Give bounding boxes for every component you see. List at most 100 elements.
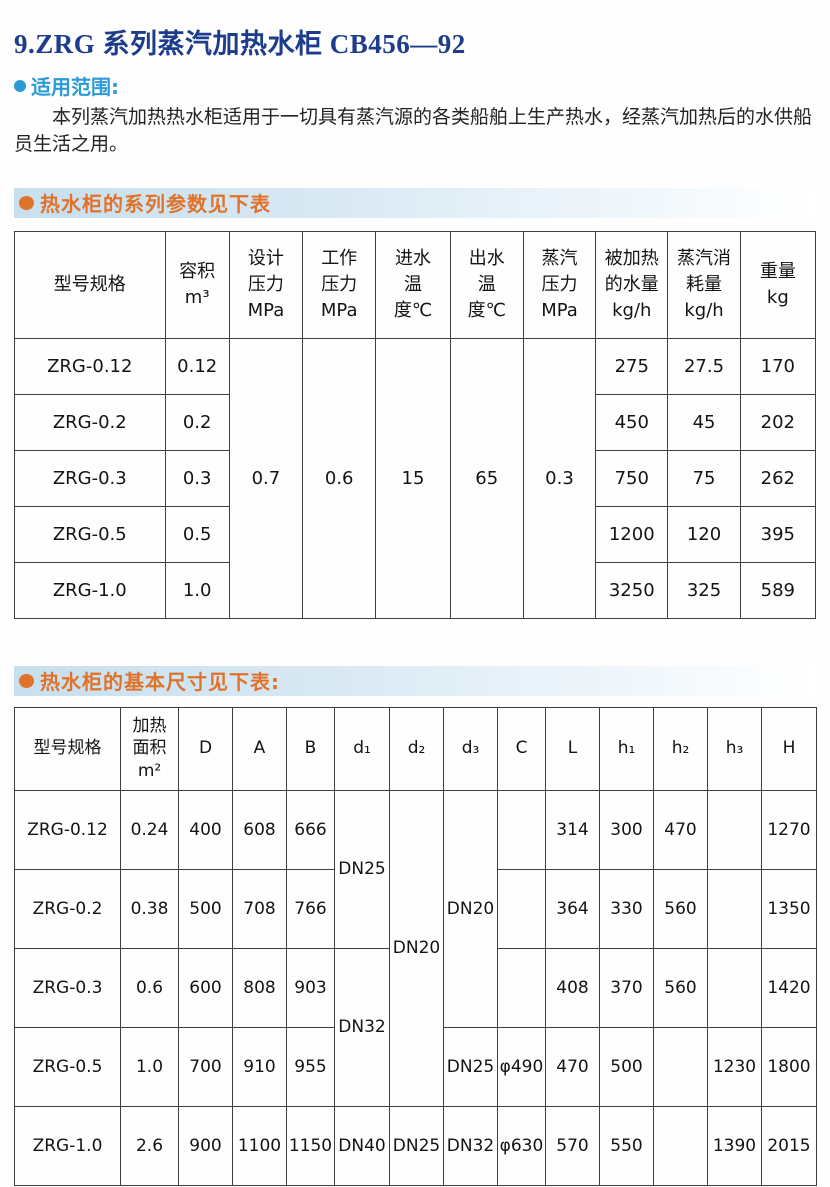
table-cell: 470 — [545, 1026, 600, 1107]
table-cell: 560 — [653, 947, 708, 1028]
table-cell: 275 — [595, 337, 669, 395]
table-cell: DN40 — [334, 1105, 390, 1186]
table-cell: 1150 — [286, 1105, 335, 1186]
column-header: C — [497, 706, 546, 791]
table-cell: 75 — [667, 449, 741, 507]
table-cell: 450 — [595, 393, 669, 451]
table-cell: DN20 — [443, 789, 498, 1028]
table-cell: 708 — [232, 868, 287, 949]
table-cell: 325 — [667, 561, 741, 619]
table-cell: 600 — [178, 947, 233, 1028]
table-cell: 45 — [667, 393, 741, 451]
table-cell: 750 — [595, 449, 669, 507]
table-cell: 1100 — [232, 1105, 287, 1186]
scope-heading: 适用范围: — [14, 71, 816, 100]
table-cell — [497, 868, 546, 949]
table-cell: ZRG-1.0 — [14, 1105, 121, 1186]
column-header: 进水 温 度℃ — [375, 230, 451, 339]
table-cell — [707, 868, 762, 949]
section-bar-dimensions: 热水柜的基本尺寸见下表: — [14, 665, 816, 696]
table-cell — [497, 947, 546, 1028]
table-cell: 589 — [739, 561, 817, 619]
page-title: 9.ZRG 系列蒸汽加热水柜 CB456—92 — [14, 29, 466, 59]
table-cell: DN32 — [334, 947, 390, 1107]
table-cell: 955 — [286, 1026, 335, 1107]
table-cell — [707, 789, 762, 870]
section-bar-parameters: 热水柜的系列参数见下表 — [14, 187, 816, 218]
column-header: 型号规格 — [14, 706, 121, 791]
table-cell: DN25 — [443, 1026, 498, 1107]
table-cell: 170 — [739, 337, 817, 395]
column-header: 被加热 的水量 kg/h — [595, 230, 669, 339]
table-cell: 65 — [449, 337, 524, 619]
table-cell: 2.6 — [120, 1105, 179, 1186]
table-cell: DN20 — [389, 789, 444, 1107]
table-cell: 120 — [667, 505, 741, 563]
table-cell: 1350 — [761, 868, 817, 949]
table-cell: 202 — [739, 393, 817, 451]
orange-bullet-icon — [19, 195, 34, 210]
table-cell: 1800 — [761, 1026, 817, 1107]
table-cell: 262 — [739, 449, 817, 507]
table-cell: 1.0 — [164, 561, 230, 619]
table-cell: DN25 — [389, 1105, 444, 1186]
table-cell: φ630 — [497, 1105, 546, 1186]
table-cell: 0.3 — [164, 449, 230, 507]
column-header: d₂ — [389, 706, 444, 791]
table-cell: 1200 — [595, 505, 669, 563]
table-cell: ZRG-0.2 — [14, 393, 166, 451]
table-cell: 0.5 — [164, 505, 230, 563]
parameters-table: 型号规格 容积 m³ 设计 压力 MPa 工作 压力 MPa 进水 温 度℃ 出水 温 度… — [14, 230, 817, 619]
table-cell: 330 — [599, 868, 654, 949]
table-cell: 608 — [232, 789, 287, 870]
column-header: 容积 m³ — [164, 230, 230, 339]
column-header: h₂ — [653, 706, 708, 791]
column-header: 蒸汽 压力 MPa — [522, 230, 597, 339]
table-cell: ZRG-0.3 — [14, 947, 121, 1028]
column-header: h₁ — [599, 706, 654, 791]
table-cell: ZRG-0.3 — [14, 449, 166, 507]
table-row: ZRG-1.0 2.6 900 1100 1150 DN40 DN25 DN32 φ630 570… — [14, 1105, 817, 1186]
table-row: ZRG-0.5 1.0 700 910 955 DN25 φ490 470 500 1230 180… — [14, 1026, 817, 1107]
column-header: h₃ — [707, 706, 762, 791]
table-cell: 0.12 — [164, 337, 230, 395]
table-cell: 570 — [545, 1105, 600, 1186]
table-cell: 910 — [232, 1026, 287, 1107]
table-cell: DN25 — [334, 789, 390, 949]
table-cell: 0.6 — [302, 337, 377, 619]
column-header: H — [761, 706, 817, 791]
table-cell: 2015 — [761, 1105, 817, 1186]
table-cell: ZRG-0.5 — [14, 1026, 121, 1107]
orange-bullet-icon — [19, 673, 34, 688]
column-header: B — [286, 706, 335, 791]
column-header: D — [178, 706, 233, 791]
column-header: 型号规格 — [14, 230, 166, 339]
table-cell: 300 — [599, 789, 654, 870]
blue-bullet-icon — [14, 79, 26, 92]
table-row: ZRG-0.12 0.24 400 608 666 DN25 DN20 DN20 314 300 4… — [14, 789, 817, 1107]
table-cell: 0.7 — [228, 337, 304, 619]
table-cell: 0.6 — [120, 947, 179, 1028]
table-cell: 766 — [286, 868, 335, 949]
table-cell: 808 — [232, 947, 287, 1028]
table-row: ZRG-0.2 0.2 450 45 202 — [14, 393, 817, 451]
table-row: ZRG-0.12 0.12 0.7 0.6 15 65 0.3 275 27.5 170 — [14, 337, 817, 619]
column-header: d₃ — [443, 706, 498, 791]
table-cell: 0.24 — [120, 789, 179, 870]
header-row: 型号规格 容积 m³ 设计 压力 MPa 工作 压力 MPa 进水 温 度℃ 出水 温 度… — [14, 230, 817, 339]
table-cell — [653, 1105, 708, 1186]
section-heading-parameters: 热水柜的系列参数见下表 — [40, 192, 271, 217]
column-header: 重量 kg — [739, 230, 817, 339]
table-cell: ZRG-1.0 — [14, 561, 166, 619]
table-cell — [497, 789, 546, 870]
table-cell: 1230 — [707, 1026, 762, 1107]
table-cell: 560 — [653, 868, 708, 949]
table-row: ZRG-0.2 0.38 500 708 766 364 330 560 1350 — [14, 868, 817, 949]
table-cell — [653, 1026, 708, 1107]
table-cell: 0.38 — [120, 868, 179, 949]
table-cell: 903 — [286, 947, 335, 1028]
table-cell: 666 — [286, 789, 335, 870]
